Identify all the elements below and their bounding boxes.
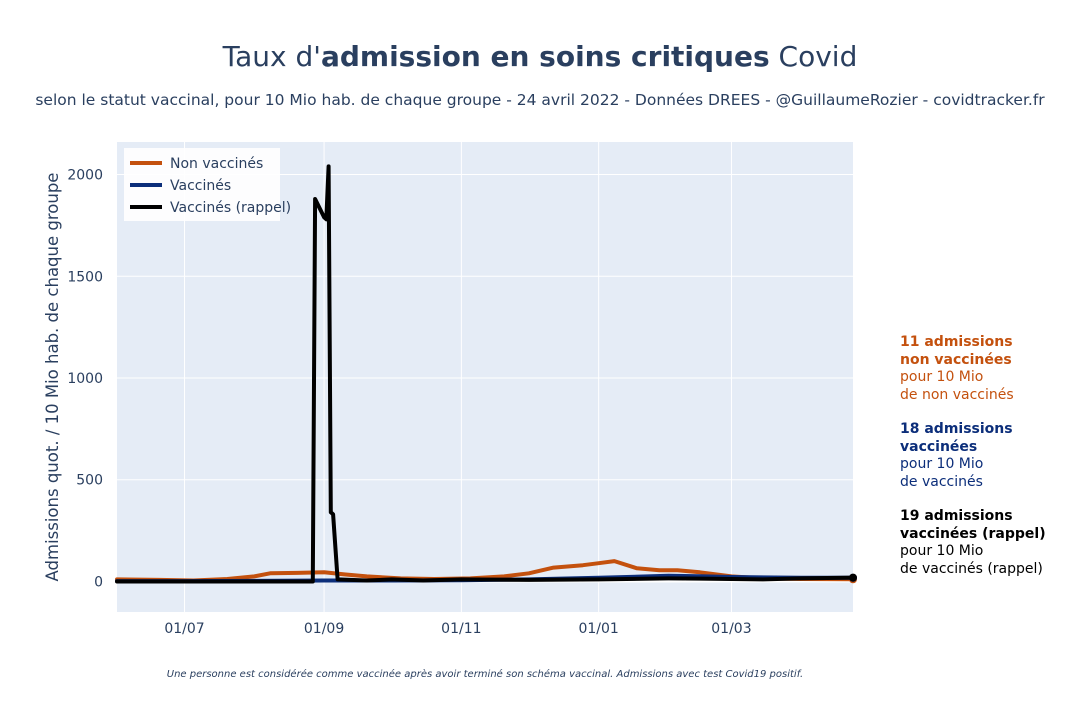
chart-title: Taux d'admission en soins critiques Covi… <box>0 40 1080 73</box>
title-bold: admission en soins critiques <box>320 40 770 73</box>
series-line-2 <box>115 164 855 584</box>
series-endpoint-2 <box>849 573 857 582</box>
x-tick-label: 01/03 <box>711 621 751 637</box>
y-tick-label: 500 <box>76 473 103 489</box>
title-post: Covid <box>769 40 858 73</box>
annotation-line: pour 10 Mio <box>900 543 984 559</box>
chart-subtitle: selon le statut vaccinal, pour 10 Mio ha… <box>35 91 1045 109</box>
y-tick-label: 1000 <box>67 371 103 387</box>
annotation-1: 18 admissions vaccinées pour 10 Mio de vacc… <box>900 421 1013 491</box>
x-tick-label: 01/07 <box>164 621 204 637</box>
annotation-line: pour 10 Mio <box>900 456 984 472</box>
legend-item[interactable]: Vaccinés <box>170 178 231 194</box>
x-tick-label: 01/11 <box>441 621 481 637</box>
y-tick-label: 0 <box>94 574 103 590</box>
annotation-line: 18 admissions <box>900 421 1013 437</box>
annotation-line: de non vaccinés <box>900 386 1014 403</box>
y-tick-label: 1500 <box>67 269 103 285</box>
x-tick-label: 01/09 <box>304 621 344 637</box>
annotation-line: vaccinées <box>900 438 978 455</box>
title-pre: Taux d' <box>222 40 321 73</box>
y-axis-label: Admissions quot. / 10 Mio hab. de chaque… <box>43 173 62 582</box>
annotation-line: 11 admissions <box>900 334 1013 350</box>
x-tick-label: 01/01 <box>578 621 618 637</box>
annotation-line: non vaccinées <box>900 351 1012 368</box>
series-lines <box>115 164 857 584</box>
legend-item[interactable]: Vaccinés (rappel) <box>170 200 291 216</box>
annotation-2: 19 admissions vaccinées (rappel) pour 10 M… <box>900 508 1046 578</box>
annotation-line: de vaccinés (rappel) <box>900 560 1043 577</box>
annotation-line: de vaccinés <box>900 473 983 490</box>
x-axis-ticks: 01/07 01/09 01/11 01/01 01/03 <box>164 621 751 637</box>
annotation-line: vaccinées (rappel) <box>900 525 1046 542</box>
legend-item[interactable]: Non vaccinés <box>170 156 263 172</box>
legend[interactable]: Non vaccinés Vaccinés Vaccinés (rappel) <box>124 148 291 221</box>
y-tick-label: 2000 <box>67 168 103 184</box>
annotation-0: 11 admissions non vaccinées pour 10 Mio de … <box>900 334 1014 404</box>
annotation-line: pour 10 Mio <box>900 369 984 385</box>
footnote: Une personne est considérée comme vaccin… <box>166 669 804 680</box>
series-line-0 <box>115 559 855 583</box>
y-axis-ticks: 0 500 1000 1500 2000 <box>67 168 103 591</box>
annotation-line: 19 admissions <box>900 508 1013 524</box>
